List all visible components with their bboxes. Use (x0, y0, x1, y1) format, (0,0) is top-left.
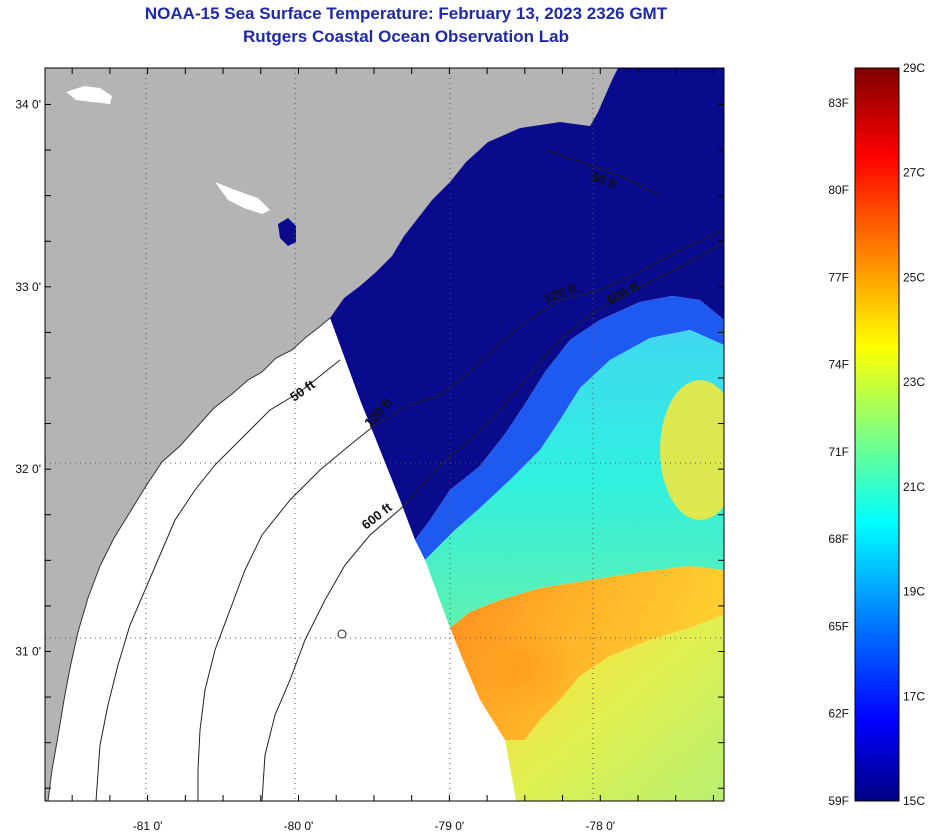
transition-water (415, 296, 724, 560)
lon-tick-label: -80 0' (284, 819, 314, 832)
map-panel (45, 68, 724, 801)
map-title: NOAA-15 Sea Surface Temperature: Februar… (144, 4, 668, 23)
colorbar-f-label: 62F (828, 707, 849, 721)
colorbar-c-label: 19C (903, 585, 925, 599)
colorbar-c-label: 17C (903, 689, 925, 703)
colorbar-f-label: 68F (828, 532, 849, 546)
colorbar-f-label: 80F (828, 183, 849, 197)
lat-tick-label: 34 0' (15, 97, 41, 111)
colorbar-c-label: 27C (903, 166, 925, 180)
land (45, 68, 618, 801)
colorbar-f-label: 83F (828, 96, 849, 110)
cold-water-region (330, 68, 724, 540)
lat-tick-label: 32 0' (15, 462, 41, 476)
contour-120ft (197, 229, 724, 801)
longitude-labels: -81 0' -80 0' -79 0' -78 0' (133, 819, 615, 832)
lon-tick-label: -79 0' (435, 819, 465, 832)
colorbar-fahrenheit-labels: 83F 80F 77F 74F 71F 68F 65F 62F 59F (828, 96, 849, 808)
inland-lake (66, 86, 112, 104)
swath-edge (90, 318, 516, 801)
map-subtitle: Rutgers Coastal Ocean Observation Lab (243, 27, 569, 46)
lon-tick-label: -78 0' (585, 819, 615, 832)
colorbar-c-label: 23C (903, 375, 925, 389)
southern-water (505, 615, 724, 801)
axis-ticks (45, 68, 724, 801)
colorbar-celsius-labels: 29C 27C 25C 23C 21C 19C 17C 15C (903, 61, 925, 808)
coastline (47, 317, 331, 801)
latitude-labels: 34 0' 33 0' 32 0' 31 0' (15, 97, 41, 658)
contour-50ft (95, 149, 661, 801)
colorbar-f-label: 71F (828, 445, 849, 459)
warm-core (465, 625, 575, 715)
mid-water (425, 330, 724, 628)
colorbar-c-label: 29C (903, 61, 925, 75)
colorbar-c-label: 15C (903, 794, 925, 808)
lon-tick-label: -81 0' (133, 819, 163, 832)
colorbar-f-label: 59F (828, 794, 849, 808)
colorbar-f-label: 74F (828, 358, 849, 372)
warm-eddy (660, 380, 724, 520)
bathymetry-feature (337, 629, 347, 639)
lat-tick-label: 31 0' (15, 644, 41, 658)
inland-lake (215, 182, 270, 214)
colorbar-f-label: 65F (828, 619, 849, 633)
lake-marion (278, 218, 296, 246)
colorbar (854, 67, 900, 802)
contour-600ft (261, 241, 724, 801)
graticule (45, 68, 724, 801)
colorbar-f-label: 77F (828, 270, 849, 284)
colorbar-c-label: 25C (903, 270, 925, 284)
map-border (44, 67, 725, 802)
colorbar-c-label: 21C (903, 480, 925, 494)
lat-tick-label: 33 0' (15, 280, 41, 294)
